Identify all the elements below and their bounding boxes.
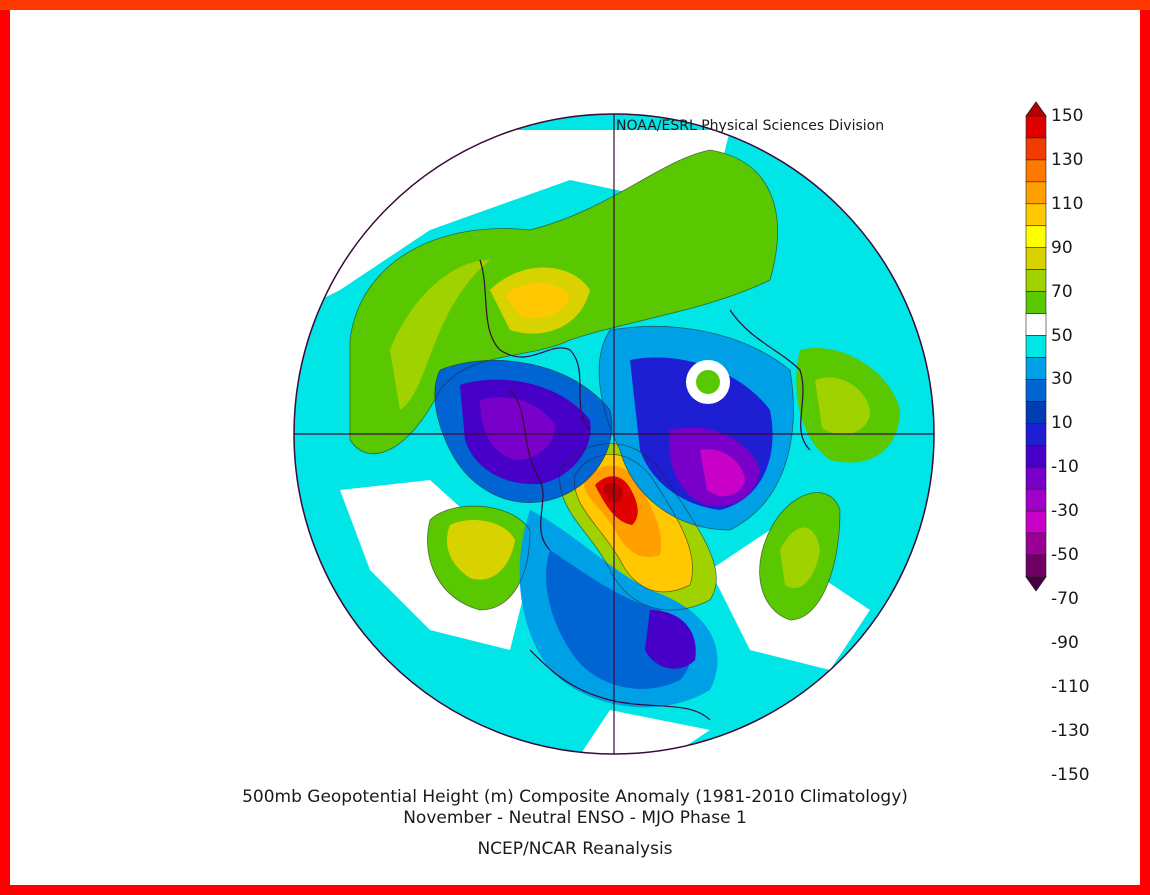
colorbar-swatch (1025, 181, 1047, 205)
colorbar-tick-label: -130 (1051, 720, 1090, 741)
colorbar-swatch (1025, 115, 1047, 139)
colorbar-tick-label: -110 (1051, 676, 1090, 697)
positive-anomaly-arctic-greenland (559, 443, 717, 610)
colorbar-tick-label: -150 (1051, 764, 1090, 785)
colorbar-top-arrow (1025, 101, 1047, 117)
colorbar (1025, 101, 1047, 592)
colorbar-swatch (1025, 466, 1047, 490)
map-subtitle: November - Neutral ENSO - MJO Phase 1 (403, 808, 747, 828)
colorbar-swatch (1025, 357, 1047, 380)
colorbar-tick-label: 110 (1051, 193, 1084, 214)
positive-anomaly-central-pacific (686, 360, 730, 404)
map-boundary (293, 113, 935, 755)
colorbar-swatch (1025, 159, 1047, 183)
colorbar-swatch (1025, 379, 1047, 402)
positive-anomaly-europe (350, 150, 778, 454)
colorbar-swatch (1025, 313, 1047, 336)
colorbar-swatch (1025, 269, 1047, 292)
colorbar-tick-label: 70 (1051, 281, 1073, 302)
negative-anomaly-alaska (434, 360, 612, 503)
colorbar-swatch (1025, 225, 1047, 249)
map-title: 500mb Geopotential Height (m) Composite … (242, 787, 908, 807)
colorbar-tick-label: 50 (1051, 325, 1073, 346)
colorbar-tick-label: 130 (1051, 149, 1084, 170)
colorbar-tick-label: -30 (1051, 501, 1079, 522)
anomaly-map (293, 101, 1047, 755)
colorbar-swatch (1025, 422, 1047, 446)
colorbar-swatch (1025, 401, 1047, 424)
colorbar-swatch (1025, 532, 1047, 556)
positive-anomaly-north-atlantic (427, 506, 530, 610)
colorbar-swatch (1025, 554, 1047, 578)
map-canvas: NOAA/ESRL Physical Sciences Division 500… (10, 10, 1140, 885)
colorbar-tick-label: -90 (1051, 632, 1079, 653)
colorbar-swatch (1025, 444, 1047, 468)
colorbar-bottom-arrow (1025, 576, 1047, 592)
colorbar-tick-label: 90 (1051, 237, 1073, 258)
colorbar-swatch (1025, 510, 1047, 534)
contour-lines (349, 149, 841, 621)
colorbar-tick-label: 150 (1051, 106, 1084, 126)
coastlines (479, 259, 811, 721)
colorbar-swatch (1025, 247, 1047, 270)
colorbar-swatch (1025, 137, 1047, 161)
colorbar-tick-label: 30 (1051, 369, 1073, 390)
colorbar-swatch (1025, 335, 1047, 358)
colorbar-swatch (1025, 291, 1047, 314)
colorbar-swatch (1025, 203, 1047, 227)
colorbar-tick-label: -50 (1051, 545, 1079, 565)
data-source: NCEP/NCAR Reanalysis (477, 839, 673, 859)
credit-text: NOAA/ESRL Physical Sciences Division (616, 118, 885, 134)
colorbar-tick-label: 10 (1051, 413, 1073, 434)
colorbar-tick-label: -10 (1051, 457, 1079, 478)
negative-anomaly-north-america (519, 510, 718, 708)
colorbar-swatch (1025, 488, 1047, 512)
colorbar-tick-label: -70 (1051, 588, 1079, 609)
